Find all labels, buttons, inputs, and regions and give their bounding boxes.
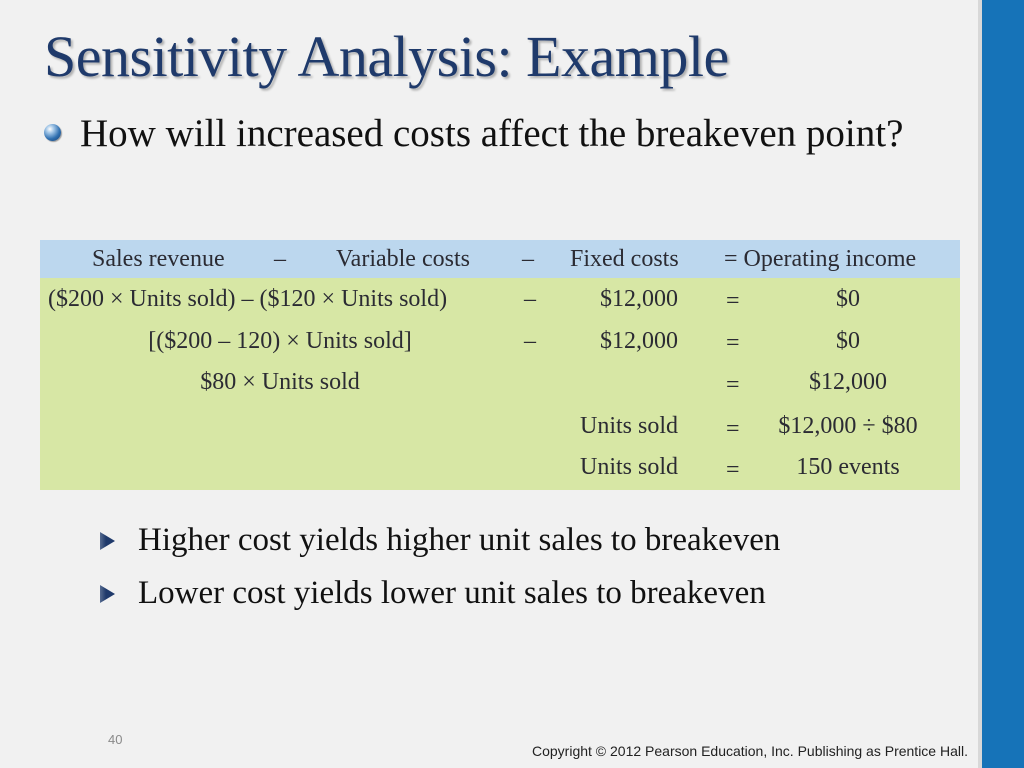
triangle-bullet-icon [100, 532, 115, 550]
row1-equals: = [726, 288, 740, 314]
row2-fixed: $12,000 [600, 328, 678, 354]
row3-equals: = [726, 372, 740, 398]
bullet-orb-icon [44, 124, 61, 141]
row2-result: $0 [836, 328, 860, 354]
row5-equals: = [726, 457, 740, 483]
row3-left-expression: $80 × Units sold [200, 369, 360, 395]
main-bullet-text: How will increased costs affect the brea… [80, 112, 904, 155]
equation-header-row: Sales revenue – Variable costs – Fixed c… [40, 240, 960, 278]
row1-result: $0 [836, 286, 860, 312]
row5-units-sold: Units sold [579, 454, 678, 480]
triangle-bullet-icon [100, 585, 115, 603]
breakeven-equation-table: Sales revenue – Variable costs – Fixed c… [40, 240, 960, 490]
copyright-notice: Copyright © 2012 Pearson Education, Inc.… [531, 743, 968, 759]
sub-bullet-text: Higher cost yields higher unit sales to … [138, 522, 781, 558]
row5-result: 150 events [796, 454, 900, 480]
right-accent-bar [982, 0, 1024, 768]
header-minus-2: – [522, 246, 534, 272]
header-minus-1: – [274, 246, 286, 272]
row4-result: $12,000 ÷ $80 [778, 413, 918, 439]
header-variable-costs: Variable costs [336, 246, 470, 272]
header-operating-income: = Operating income [724, 246, 917, 272]
page-number: 40 [108, 732, 123, 747]
row2-left-expression: [($200 – 120) × Units sold] [148, 328, 412, 354]
row1-left-expression: ($200 × Units sold) – ($120 × Units sold… [48, 286, 448, 312]
row1-minus: – [524, 286, 536, 312]
right-bar-edge [978, 0, 982, 768]
header-sales-revenue: Sales revenue [92, 246, 225, 272]
row3-result: $12,000 [809, 369, 887, 395]
row2-minus: – [524, 328, 536, 354]
row1-fixed: $12,000 [600, 286, 678, 312]
header-fixed-costs: Fixed costs [570, 246, 679, 272]
row4-equals: = [726, 416, 740, 442]
sub-bullet-text: Lower cost yields lower unit sales to br… [138, 575, 766, 611]
row4-units-sold: Units sold [579, 413, 678, 439]
row2-equals: = [726, 330, 740, 356]
slide-title: Sensitivity Analysis: Example [44, 24, 729, 89]
